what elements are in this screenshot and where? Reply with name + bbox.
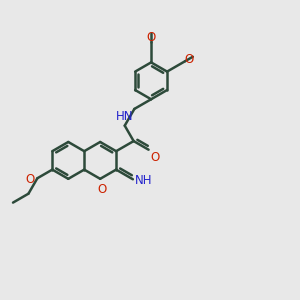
Text: NH: NH — [135, 174, 153, 187]
Text: O: O — [25, 173, 34, 186]
Text: HN: HN — [116, 110, 133, 123]
Text: O: O — [150, 152, 160, 164]
Text: O: O — [184, 52, 193, 66]
Text: O: O — [97, 183, 106, 196]
Text: O: O — [146, 31, 156, 44]
